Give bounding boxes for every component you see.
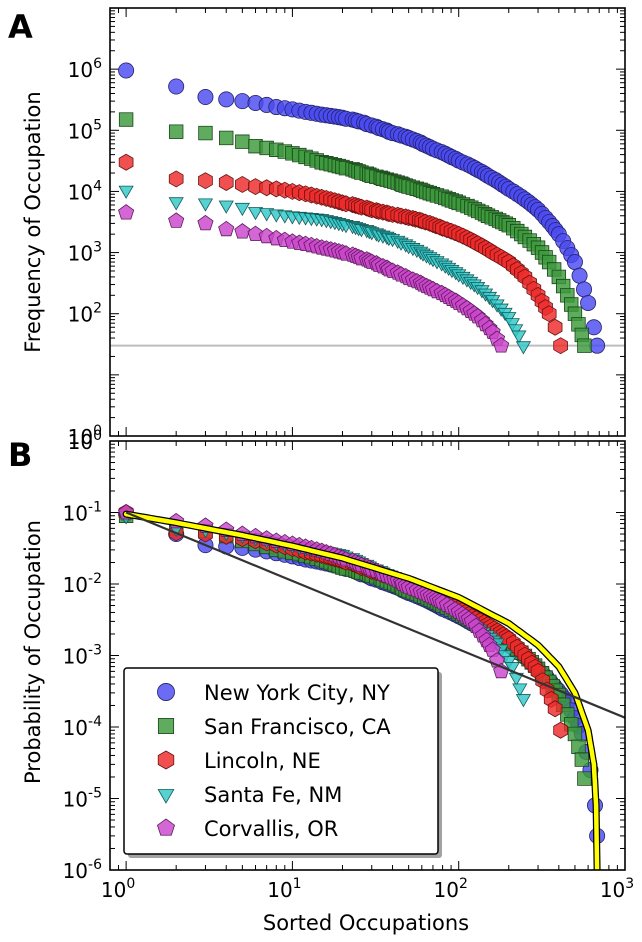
data-point [118, 153, 134, 171]
data-point [118, 112, 134, 127]
data-point [247, 207, 264, 221]
y-tick-label: 100 [68, 428, 102, 454]
panel-a-plot: 100 102 103 104 105 106 [68, 7, 626, 449]
data-point [118, 62, 135, 79]
x-tick-label: 102 [434, 876, 468, 902]
data-point [547, 700, 563, 718]
data-point [493, 662, 510, 679]
data-point [197, 198, 214, 212]
fit-curve [123, 511, 600, 870]
legend-label: Corvallis, OR [204, 817, 338, 841]
power-law-line [125, 511, 625, 719]
data-point [218, 174, 234, 191]
legend-marker [157, 789, 175, 804]
data-point [235, 134, 250, 149]
y-tick-label: 100 [68, 423, 102, 449]
legend-label: Santa Fe, NM [204, 783, 342, 807]
plotA-ticks [109, 7, 626, 437]
y-tick-label: 106 [68, 56, 102, 82]
plotB-frame [109, 440, 626, 871]
data-point [168, 78, 185, 95]
y-tick-label: 10-4 [63, 714, 103, 740]
data-point [585, 319, 602, 336]
y-tick-label: 10-6 [63, 857, 103, 883]
data-point [541, 305, 557, 323]
data-point [566, 254, 583, 271]
x-tick-label: 101 [267, 876, 301, 902]
panel-a-letter: A [8, 8, 33, 46]
data-point [118, 185, 134, 199]
data-point [577, 338, 592, 353]
data-point [553, 337, 568, 355]
series-san-francisco-ca [118, 112, 592, 353]
series-new-york-city-ny [118, 62, 606, 354]
data-point [218, 200, 234, 214]
legend-label: San Francisco, CA [204, 715, 391, 739]
data-point [571, 267, 588, 284]
data-point [553, 721, 568, 739]
legend-marker [157, 717, 175, 735]
legend-box [123, 667, 439, 855]
legend-label: Lincoln, NE [204, 749, 321, 773]
panel-a-y-axis-label: Frequency of Occupation [21, 91, 45, 352]
data-point [493, 337, 510, 353]
x-tick-label: 100 [101, 876, 135, 902]
data-point [168, 197, 184, 211]
data-point [168, 212, 185, 228]
data-point [511, 330, 527, 344]
data-point [218, 220, 235, 237]
legend-label: New York City, NY [204, 681, 390, 705]
data-point [234, 93, 251, 110]
series-lincoln-ne [118, 153, 568, 355]
y-tick-label: 105 [68, 117, 102, 143]
series-corvallis-or [118, 204, 510, 353]
data-point [589, 337, 606, 354]
data-point [218, 91, 235, 108]
data-point [168, 124, 184, 139]
y-tick-label: 10-1 [63, 500, 102, 526]
data-point [567, 726, 583, 742]
y-tick-label: 103 [68, 240, 102, 266]
x-axis-label: Sorted Occupations [263, 911, 469, 935]
data-point [198, 125, 213, 141]
plotA-data-area [110, 62, 625, 355]
data-point [577, 771, 592, 786]
panel-b-y-axis-label: Probability of Occupation [21, 520, 45, 784]
data-point [197, 214, 214, 231]
data-point [219, 130, 234, 146]
y-tick-label: 10-2 [63, 571, 102, 597]
series-santa-fe-nm [118, 185, 532, 355]
y-tick-label: 102 [68, 301, 102, 327]
data-point [118, 204, 135, 220]
data-point [576, 281, 593, 298]
data-point [515, 694, 532, 708]
data-point [512, 683, 528, 697]
plotA-frame [109, 7, 626, 437]
x-tick-label: 103 [600, 876, 634, 902]
plotB-data-area [118, 504, 625, 870]
legend-marker [157, 683, 175, 701]
data-point [571, 739, 586, 754]
legend-marker [157, 750, 175, 770]
legend-marker [156, 818, 176, 836]
data-point [580, 294, 597, 311]
y-tick-label: 104 [68, 178, 102, 204]
y-tick-label: 10-3 [63, 643, 102, 669]
data-point [574, 752, 590, 767]
data-point [547, 318, 563, 336]
data-point [197, 89, 214, 106]
data-point [235, 175, 250, 193]
panel-b-letter: B [8, 436, 32, 474]
data-point [168, 170, 184, 188]
data-point [515, 341, 532, 355]
y-tick-label: 10-5 [63, 786, 102, 812]
data-point [234, 223, 251, 239]
data-point [198, 172, 213, 190]
data-point [247, 225, 264, 242]
legend: New York City, NY San Francisco, CA Lincol… [123, 667, 442, 858]
data-point [234, 202, 250, 217]
